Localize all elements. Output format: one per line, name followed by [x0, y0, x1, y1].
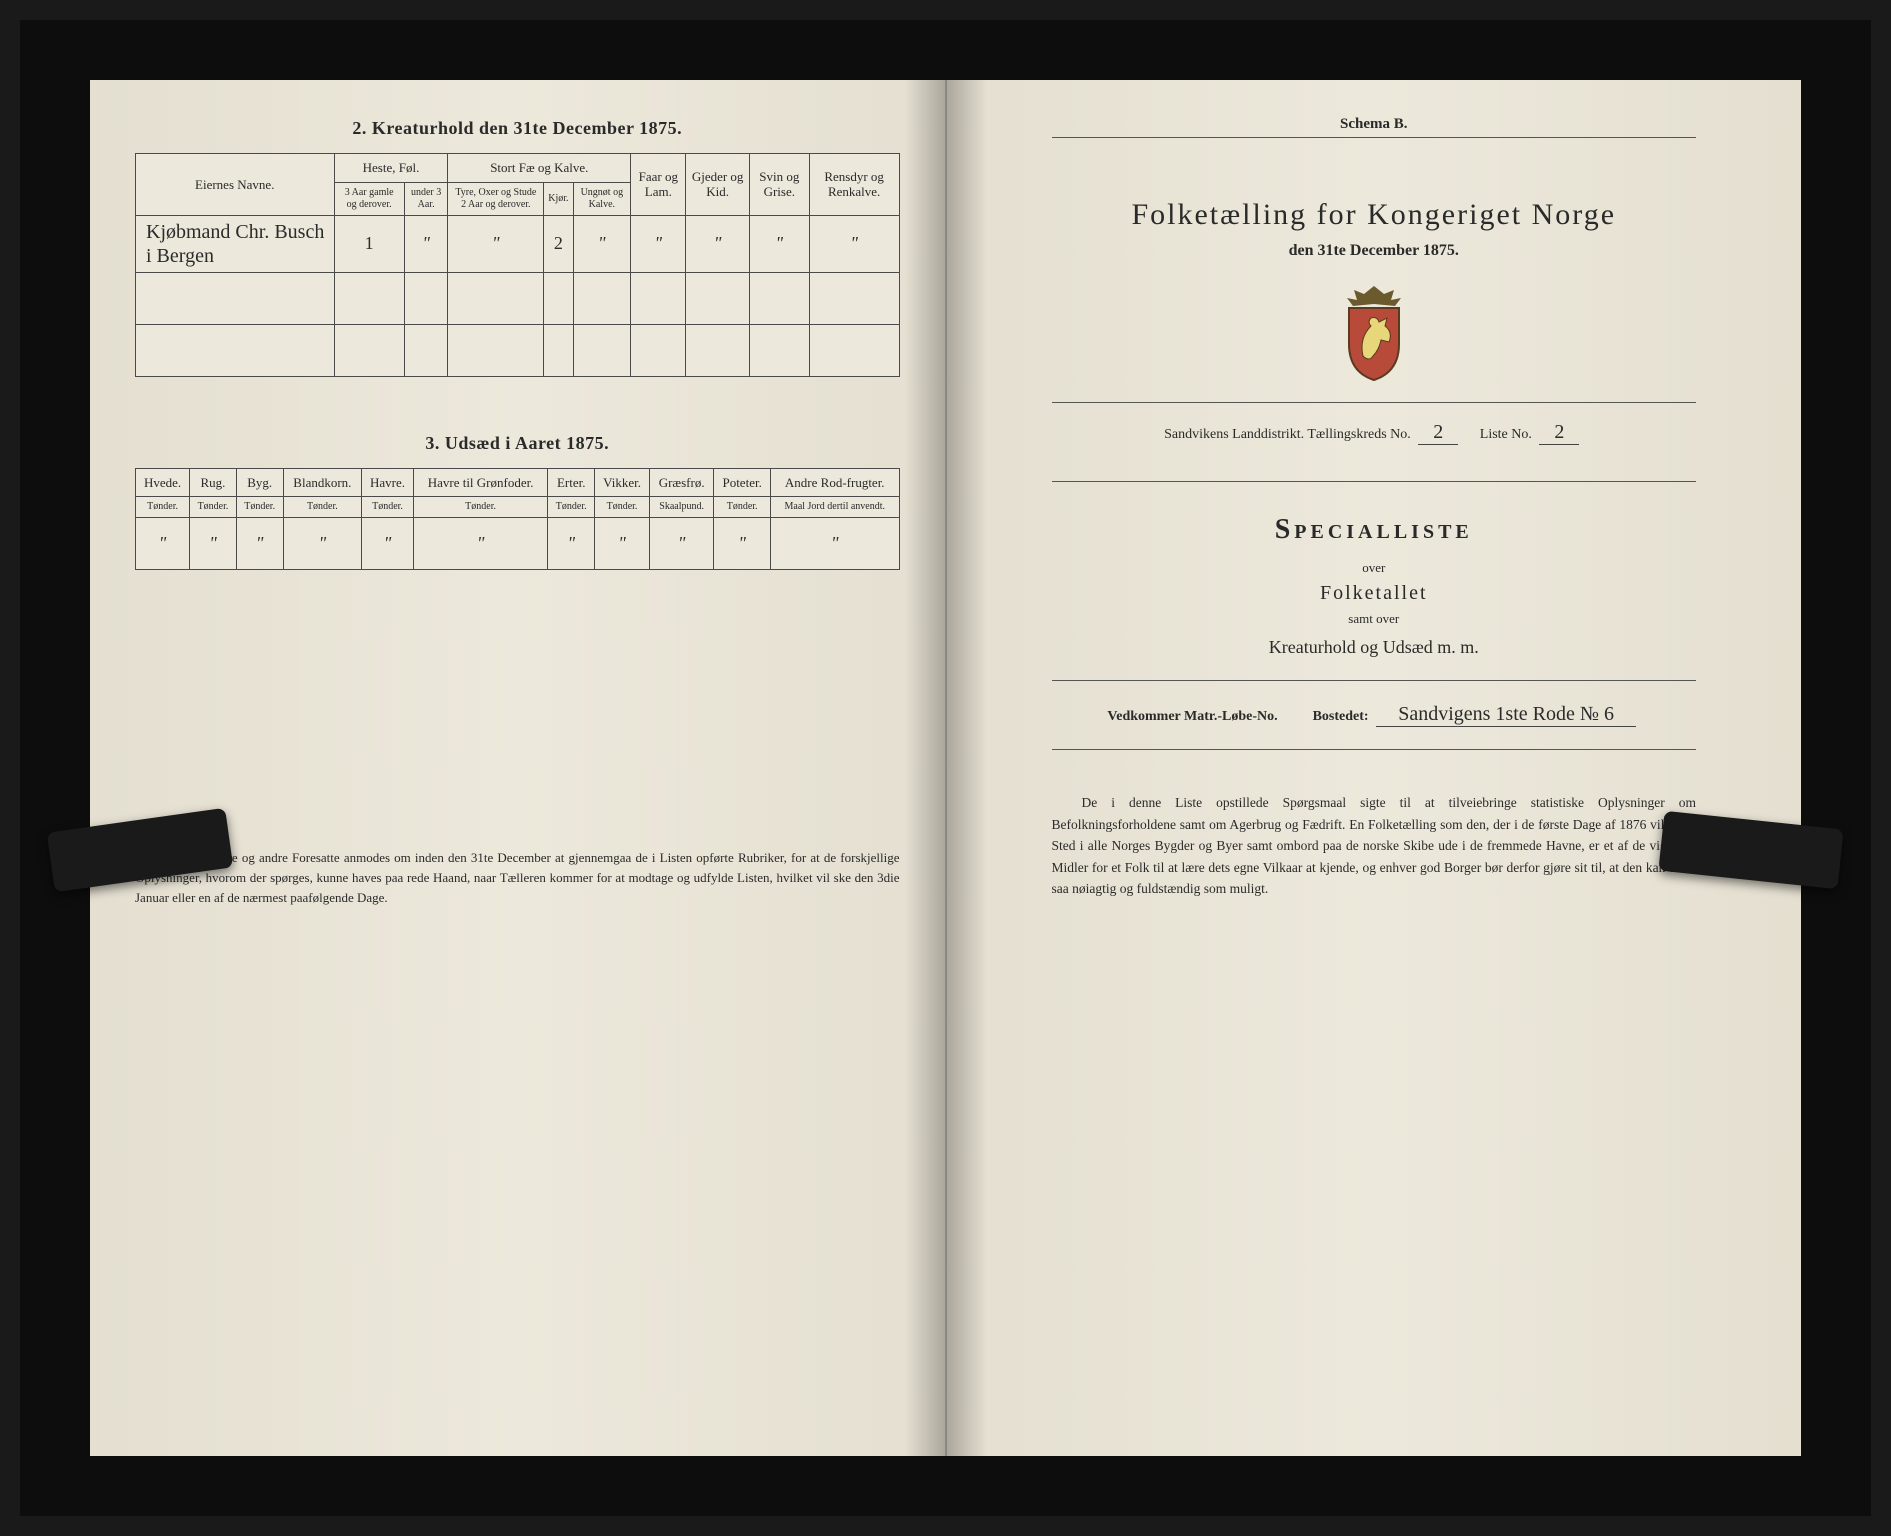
scan-background: 2. Kreaturhold den 31te December 1875. E… — [20, 20, 1871, 1516]
col-unit: Tønder. — [548, 497, 595, 518]
col-head: Rug. — [190, 468, 237, 497]
cell-value: " — [477, 533, 485, 553]
cell-value: " — [738, 533, 746, 553]
col-head: Græsfrø. — [650, 468, 714, 497]
col-unit: Tønder. — [236, 497, 283, 518]
col-head: Andre Rod-frugter. — [771, 468, 900, 497]
col-head: Havre til Grønfoder. — [413, 468, 548, 497]
cell-value: " — [714, 233, 722, 253]
col-unit: Tønder. — [283, 497, 362, 518]
book-spread: 2. Kreaturhold den 31te December 1875. E… — [90, 80, 1801, 1456]
cell-value: " — [776, 233, 784, 253]
right-page: Schema B. Folketælling for Kongeriget No… — [947, 80, 1802, 1456]
kreaturhold-heading: Kreaturhold og Udsæd m. m. — [992, 637, 1757, 658]
col-unit: Tønder. — [190, 497, 237, 518]
cell-value: " — [319, 533, 327, 553]
section2-title: 2. Kreaturhold den 31te December 1875. — [135, 118, 900, 139]
cell-value: " — [831, 533, 839, 553]
section3-title: 3. Udsæd i Aaret 1875. — [135, 433, 900, 454]
colgrp-faar: Faar og Lam. — [631, 154, 686, 216]
cell-value: 1 — [365, 233, 374, 253]
over-label: over — [992, 560, 1757, 576]
col-owner-name: Eiernes Navne. — [136, 154, 335, 216]
bostedet-value: Sandvigens 1ste Rode № 6 — [1376, 703, 1636, 727]
colgrp-svin: Svin og Grise. — [749, 154, 809, 216]
col-head: Poteter. — [714, 468, 771, 497]
col-head: Erter. — [548, 468, 595, 497]
bostedet-label: Bostedet: — [1313, 709, 1369, 724]
cell-value: " — [678, 533, 686, 553]
table-udsaed: Hvede. Rug. Byg. Blandkorn. Havre. Havre… — [135, 468, 900, 571]
col-head: Hvede. — [136, 468, 190, 497]
colgrp-gjeder: Gjeder og Kid. — [686, 154, 749, 216]
sub-stort-3: Ungnøt og Kalve. — [573, 182, 631, 215]
cell-value: " — [850, 233, 858, 253]
col-head: Byg. — [236, 468, 283, 497]
table-row: " " " " " " " " " " " — [136, 518, 900, 570]
liste-no-label: Liste No. — [1480, 427, 1532, 442]
folketallet-heading: Folketallet — [992, 582, 1757, 605]
cell-value: " — [618, 533, 626, 553]
table-kreaturhold: Eiernes Navne. Heste, Føl. Stort Fæ og K… — [135, 153, 900, 377]
col-unit: Tønder. — [413, 497, 548, 518]
sub-heste-2: under 3 Aar. — [404, 182, 448, 215]
cell-value: " — [492, 233, 500, 253]
owner-name-value: Kjøbmand Chr. Busch i Bergen — [146, 221, 324, 267]
cell-value: " — [159, 533, 167, 553]
left-footnote: Husfædre og andre Foresatte anmodes om i… — [135, 848, 900, 908]
col-head: Vikker. — [595, 468, 650, 497]
liste-no-value: 2 — [1539, 421, 1579, 445]
cell-value: " — [655, 233, 663, 253]
schema-label: Schema B. — [992, 116, 1757, 133]
bostedet-line: Vedkommer Matr.-Løbe-No. Bostedet: Sandv… — [992, 703, 1757, 727]
coat-of-arms-icon — [1329, 284, 1419, 384]
cell-value: " — [598, 233, 606, 253]
sub-stort-2: Kjør. — [544, 182, 573, 215]
col-unit: Maal Jord dertil anvendt. — [771, 497, 900, 518]
col-head: Blandkorn. — [283, 468, 362, 497]
col-unit: Tønder. — [714, 497, 771, 518]
cell-value: " — [567, 533, 575, 553]
cell-value: " — [384, 533, 392, 553]
census-date: den 31te December 1875. — [992, 242, 1757, 260]
census-title: Folketælling for Kongeriget Norge — [992, 198, 1757, 232]
cell-value: " — [209, 533, 217, 553]
table-row: Kjøbmand Chr. Busch i Bergen 1 " " 2 " "… — [136, 215, 900, 272]
col-head: Havre. — [362, 468, 414, 497]
cell-value: " — [422, 233, 430, 253]
col-unit: Tønder. — [136, 497, 190, 518]
sub-heste-1: 3 Aar gamle og derover. — [334, 182, 404, 215]
table-row — [136, 272, 900, 324]
col-unit: Tønder. — [595, 497, 650, 518]
left-page: 2. Kreaturhold den 31te December 1875. E… — [90, 80, 947, 1456]
col-unit: Skaalpund. — [650, 497, 714, 518]
vedkommer-label: Vedkommer Matr.-Løbe-No. — [1107, 709, 1277, 724]
cell-value: 2 — [554, 233, 563, 253]
district-prefix: Sandvikens Landdistrikt. Tællingskreds N… — [1164, 427, 1411, 442]
cell-value: " — [256, 533, 264, 553]
samtover-label: samt over — [992, 611, 1757, 627]
table-row — [136, 324, 900, 376]
sub-stort-1: Tyre, Oxer og Stude 2 Aar og derover. — [448, 182, 544, 215]
footnote-text: Husfædre og andre Foresatte anmodes om i… — [135, 850, 900, 905]
specialliste-heading: Specialliste — [992, 514, 1757, 546]
col-unit: Tønder. — [362, 497, 414, 518]
district-line: Sandvikens Landdistrikt. Tællingskreds N… — [992, 421, 1757, 445]
colgrp-heste: Heste, Føl. — [334, 154, 448, 183]
kreds-no-value: 2 — [1418, 421, 1458, 445]
colgrp-rensdyr: Rensdyr og Renkalve. — [809, 154, 899, 216]
colgrp-stort: Stort Fæ og Kalve. — [448, 154, 631, 183]
right-paragraph: De i denne Liste opstillede Spørgsmaal s… — [1052, 792, 1697, 900]
